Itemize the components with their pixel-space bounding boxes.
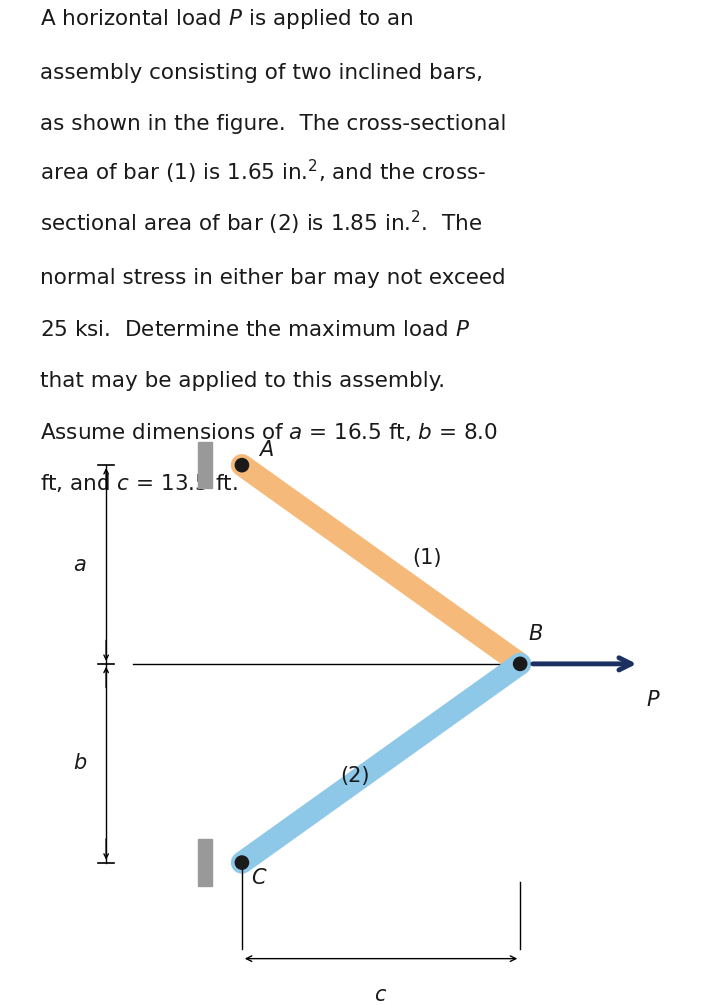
- Text: $A$: $A$: [258, 440, 274, 460]
- Text: $B$: $B$: [528, 624, 543, 644]
- Text: that may be applied to this assembly.: that may be applied to this assembly.: [40, 371, 445, 391]
- Text: $C$: $C$: [251, 868, 268, 887]
- Text: Assume dimensions of $a$ = 16.5 ft, $b$ = 8.0: Assume dimensions of $a$ = 16.5 ft, $b$ …: [40, 421, 498, 443]
- Text: area of bar (1) is 1.65 in.$^2$, and the cross-: area of bar (1) is 1.65 in.$^2$, and the…: [40, 158, 485, 186]
- Text: $P$: $P$: [646, 690, 660, 711]
- Bar: [197, 442, 212, 488]
- Text: (1): (1): [413, 548, 442, 568]
- Text: assembly consisting of two inclined bars,: assembly consisting of two inclined bars…: [40, 62, 482, 82]
- Bar: [197, 839, 212, 885]
- Text: $a$: $a$: [73, 555, 86, 575]
- Text: $c$: $c$: [374, 985, 387, 1005]
- Text: normal stress in either bar may not exceed: normal stress in either bar may not exce…: [40, 268, 505, 288]
- Circle shape: [235, 856, 248, 869]
- Text: $b$: $b$: [73, 753, 86, 773]
- Text: A horizontal load $P$ is applied to an: A horizontal load $P$ is applied to an: [40, 7, 413, 31]
- Text: (2): (2): [340, 767, 369, 787]
- Text: 25 ksi.  Determine the maximum load $P$: 25 ksi. Determine the maximum load $P$: [40, 320, 469, 340]
- Text: sectional area of bar (2) is 1.85 in.$^2$.  The: sectional area of bar (2) is 1.85 in.$^2…: [40, 209, 482, 237]
- Circle shape: [235, 458, 248, 471]
- Circle shape: [513, 657, 527, 670]
- Text: ft, and $c$ = 13.5 ft.: ft, and $c$ = 13.5 ft.: [40, 472, 238, 494]
- Text: as shown in the figure.  The cross-sectional: as shown in the figure. The cross-sectio…: [40, 115, 506, 134]
